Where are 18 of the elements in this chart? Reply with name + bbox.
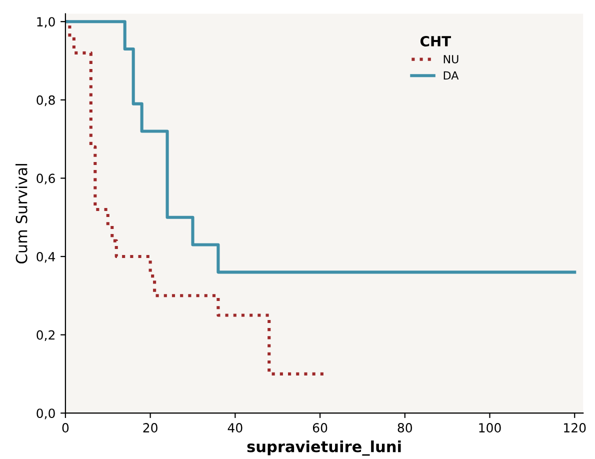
y-tick-label: 0,2 bbox=[36, 330, 54, 341]
x-tick-label: 80 bbox=[398, 423, 412, 432]
x-tick-label: 20 bbox=[143, 423, 158, 432]
x-tick-label: 0 bbox=[62, 423, 69, 432]
y-tick-label: 0,4 bbox=[36, 252, 56, 263]
legend-label: DA bbox=[444, 71, 459, 80]
y-tick-label: 0,8 bbox=[36, 95, 55, 106]
x-axis-title: supravietuire_luni bbox=[247, 440, 401, 456]
y-axis-title: Cum Survival bbox=[16, 164, 28, 264]
legend-title: CHT bbox=[420, 36, 452, 46]
y-tick-label: 0,6 bbox=[36, 174, 55, 184]
legend-label: NU bbox=[444, 55, 458, 64]
y-tick-label: 0,0 bbox=[36, 408, 55, 420]
y-tick-label: 1,0 bbox=[37, 17, 55, 28]
x-tick-label: 40 bbox=[228, 423, 242, 432]
x-tick-label: 100 bbox=[479, 423, 501, 432]
x-tick-label: 120 bbox=[564, 423, 586, 432]
x-tick-label: 60 bbox=[312, 423, 328, 432]
